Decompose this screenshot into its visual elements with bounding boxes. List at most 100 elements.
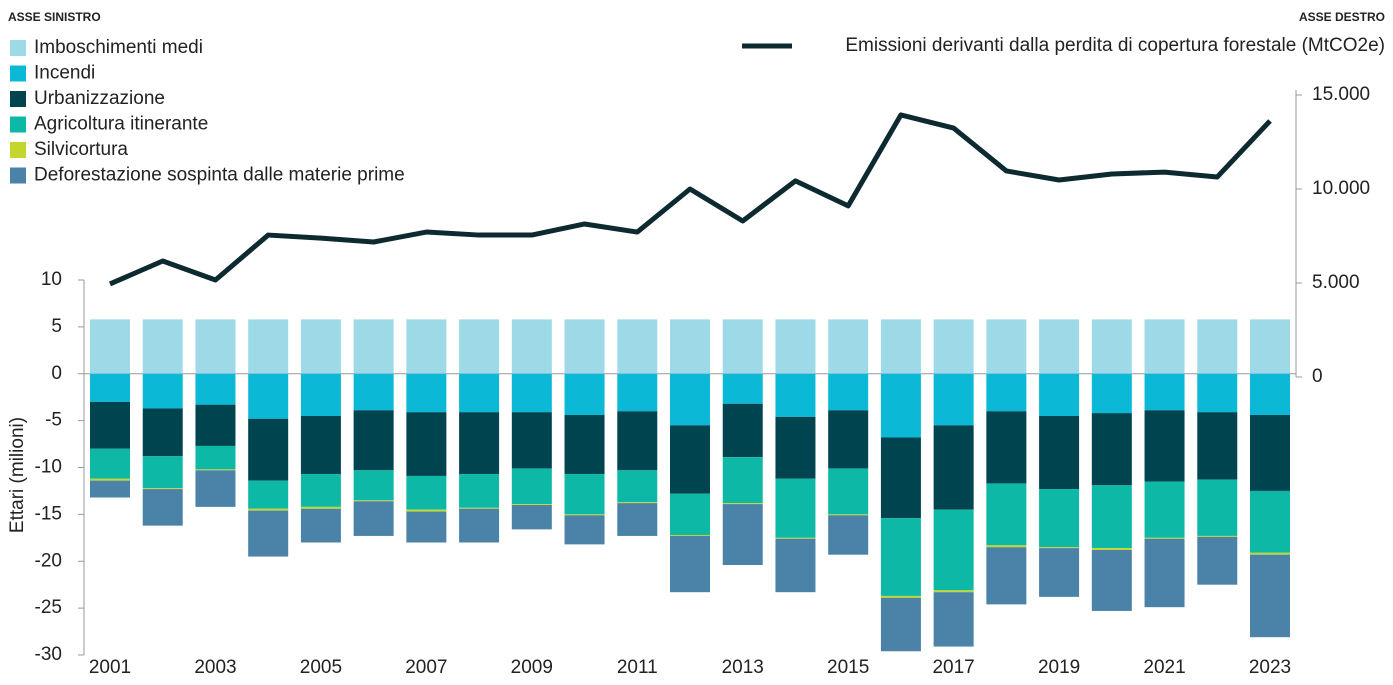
bar-segment [775, 537, 816, 539]
bar-segment [933, 319, 974, 374]
line [109, 112, 1272, 287]
y-tick-label: 5 [51, 316, 62, 337]
bar-segment [986, 483, 1027, 546]
x-tick-label: 2017 [932, 657, 974, 678]
bar-segment [90, 373, 130, 402]
bar-segment [406, 319, 447, 374]
y-tick-label: 0 [51, 363, 62, 384]
right-axis-title: ASSE DESTRO [1299, 10, 1385, 24]
x-tick-label: 2023 [1249, 657, 1291, 678]
y-tick-label: -25 [35, 597, 62, 618]
bar-segment [1197, 535, 1238, 537]
bar-segment [353, 410, 394, 471]
bar-segment [775, 319, 816, 374]
bar-segment [1144, 373, 1185, 411]
legend-label: Urbanizzazione [34, 88, 165, 109]
bar-segment [1197, 412, 1238, 480]
x-tick-label: 2019 [1038, 657, 1080, 678]
bar-segment [775, 416, 816, 479]
y-axis-label: Ettari (milioni) [7, 417, 28, 533]
bar-segment [828, 468, 869, 515]
bar-segment [1250, 490, 1290, 553]
bar-segment [670, 373, 710, 426]
bar-segment [248, 418, 289, 481]
bar-segment [1144, 410, 1185, 482]
bar-segment [248, 319, 289, 374]
bar-segment [300, 506, 341, 509]
bar-segment [564, 474, 605, 515]
x-tick-label: 2005 [300, 657, 342, 678]
legend-swatch [10, 65, 26, 82]
bar-segment [670, 493, 710, 535]
bar-segment [300, 415, 341, 475]
bar-segment [564, 373, 605, 415]
legend-label: Deforestazione sospinta dalle materie pr… [34, 165, 405, 186]
y-tick-label: -20 [35, 550, 62, 571]
bar-segment [248, 373, 289, 419]
y2-tick-label: 15.000 [1312, 84, 1370, 105]
bar-segment [1091, 548, 1132, 550]
bar-segment [617, 373, 658, 412]
bar-segment [1039, 415, 1080, 490]
legend-swatch [10, 91, 26, 107]
bar-segment [353, 500, 394, 502]
bar-segment [1144, 537, 1185, 539]
bar-segment [406, 373, 447, 413]
bar-segment [828, 319, 869, 374]
bar-segment [933, 590, 974, 593]
bar-segment [406, 412, 447, 476]
bar-segment [933, 373, 974, 426]
bar-segment [1091, 550, 1132, 611]
bar-segment [986, 373, 1027, 412]
bar-segment [564, 514, 605, 516]
bar-segment [1091, 485, 1132, 549]
bar-segment [564, 415, 605, 475]
bar-segment [195, 445, 236, 470]
bar-segment [933, 592, 974, 647]
bar-segment [1039, 489, 1080, 548]
bar-segment [1197, 536, 1238, 585]
bar-segment [1144, 481, 1185, 538]
bar-segment [1039, 373, 1080, 416]
bar-segment [722, 457, 763, 504]
bar-segment [353, 470, 394, 501]
legend-label: Agricoltura itinerante [34, 114, 208, 135]
bar-segment [564, 319, 605, 374]
bar-segment [1039, 319, 1080, 374]
bar-segment [459, 319, 500, 374]
bar-segment [459, 412, 500, 475]
legend-label: Emissioni derivanti dalla perdita di cop… [845, 35, 1385, 56]
bar-segment [248, 508, 289, 511]
bar-segment [880, 373, 921, 438]
bar-segment [933, 509, 974, 591]
y-tick-label: -30 [35, 644, 62, 665]
legend-swatch [10, 40, 26, 56]
bar-segment [880, 595, 921, 598]
bar-segment [1197, 319, 1238, 374]
bar-segment [300, 474, 341, 507]
bar-segment [406, 475, 447, 510]
x-tick-label: 2021 [1143, 657, 1185, 678]
bar-segment [617, 502, 658, 504]
y2-tick-label: 5.000 [1312, 272, 1360, 293]
bar-segment [300, 373, 341, 416]
y-tick-label: -15 [35, 503, 62, 524]
bar-segment [1144, 319, 1185, 374]
legend-label: Incendi [34, 63, 95, 84]
bar-segment [670, 535, 710, 593]
bar-segment [1197, 479, 1238, 536]
bar-segment [248, 510, 289, 557]
bar-segment [880, 319, 921, 374]
bar-segment [511, 373, 552, 413]
legend-swatch [10, 116, 26, 133]
bar-segment [986, 319, 1027, 374]
bar-segment [1250, 415, 1290, 491]
y-tick-label: -5 [45, 410, 62, 431]
bar-segment [1039, 548, 1080, 597]
bar-segment [722, 319, 763, 374]
bar-segment [933, 425, 974, 510]
bar-segment [670, 535, 710, 536]
bar-segment [142, 488, 183, 490]
bar-segment [1250, 373, 1290, 415]
bar-segment [142, 319, 183, 374]
